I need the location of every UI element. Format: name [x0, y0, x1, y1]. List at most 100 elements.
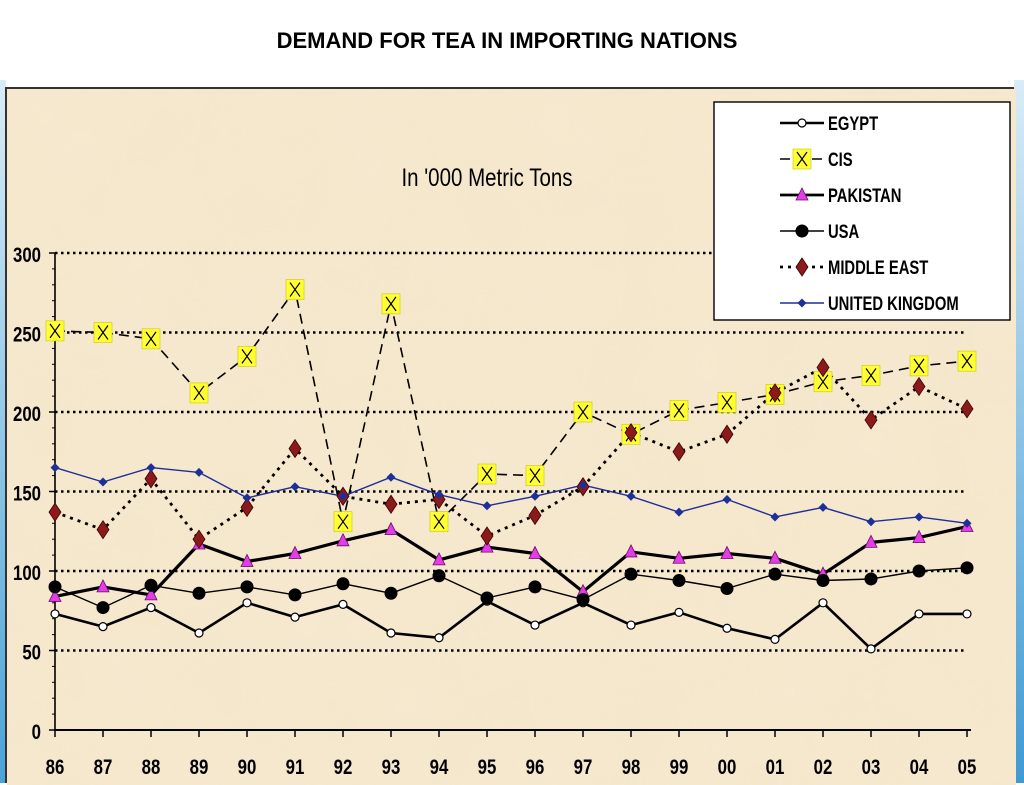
legend-label-cis: CIS: [828, 149, 853, 170]
point-pakistan: [48, 588, 62, 602]
legend-label-egypt: EGYPT: [828, 113, 879, 134]
chart-panel: 0 50 100 150 200 250 300 86 87 88 89 90 91 92 93 94 95 96…: [5, 87, 1016, 785]
marker-x: [49, 323, 61, 339]
point-cis: [141, 328, 161, 350]
point-egypt: [626, 620, 636, 630]
y-tick-label: 250: [13, 324, 41, 347]
marker-x: [289, 282, 301, 297]
marker-x: [673, 403, 685, 418]
right-decor-band: [1014, 80, 1024, 783]
y-tick-label: 50: [22, 642, 41, 665]
legend-marker-cis: [792, 148, 812, 170]
x-tick-label: 99: [670, 756, 689, 779]
point-usa: [384, 586, 398, 600]
point-usa: [288, 588, 302, 602]
x-tick-label: 03: [862, 756, 881, 779]
point-egypt: [290, 612, 300, 622]
point-cis: [237, 346, 257, 367]
point-cis: [909, 355, 929, 377]
x-tick-label: 89: [190, 756, 209, 779]
point-usa: [864, 572, 878, 586]
marker-x: [913, 358, 925, 374]
point-united-kingdom: [338, 491, 348, 501]
point-egypt: [338, 599, 348, 609]
point-united-kingdom: [530, 491, 540, 501]
point-usa: [96, 601, 110, 615]
point-pakistan: [720, 545, 734, 559]
x-tick-label: 92: [334, 756, 353, 779]
point-egypt: [194, 628, 204, 638]
point-egypt: [770, 634, 780, 644]
point-egypt: [242, 598, 252, 608]
x-tick-label: 93: [382, 756, 401, 779]
point-usa: [672, 574, 686, 588]
point-cis: [189, 382, 209, 404]
x-tick-label: 96: [526, 756, 545, 779]
point-middle-east: [672, 442, 686, 462]
x-tick-label: 86: [46, 756, 65, 779]
point-middle-east: [720, 424, 734, 444]
x-tick-label: 98: [622, 756, 641, 779]
point-usa: [144, 578, 158, 592]
point-pakistan: [528, 545, 542, 559]
x-tick-label: 87: [94, 756, 113, 779]
marker-x: [433, 514, 445, 530]
point-usa: [816, 574, 830, 588]
x-tick-label: 90: [238, 756, 257, 779]
point-united-kingdom: [674, 507, 684, 517]
point-cis: [333, 511, 353, 533]
y-tick-label: 200: [13, 403, 41, 426]
point-middle-east: [240, 497, 254, 518]
point-cis: [669, 400, 689, 421]
point-middle-east: [384, 494, 398, 514]
point-egypt: [530, 620, 540, 630]
point-usa: [192, 586, 206, 600]
left-decor-band: [0, 80, 6, 783]
x-tick-label: 02: [814, 756, 833, 779]
point-united-kingdom: [98, 477, 108, 487]
y-tick-label: 0: [32, 721, 41, 744]
point-pakistan: [480, 539, 494, 553]
point-pakistan: [864, 534, 878, 548]
point-pakistan: [432, 551, 446, 566]
marker-x: [481, 466, 493, 482]
point-united-kingdom: [434, 490, 444, 500]
series-line-pakistan: [54, 524, 968, 598]
legend-box: [713, 101, 1011, 321]
point-egypt: [386, 628, 396, 638]
point-usa: [336, 577, 350, 591]
marker-x: [865, 368, 877, 383]
point-pakistan: [144, 586, 158, 601]
point-cis: [381, 293, 401, 315]
chart-subtitle: In '000 Metric Tons: [401, 163, 572, 191]
chart-title: DEMAND FOR TEA IN IMPORTING NATIONS: [276, 28, 738, 53]
marker-x: [817, 374, 829, 390]
point-egypt: [146, 602, 156, 613]
point-usa: [960, 561, 974, 575]
point-middle-east: [96, 519, 110, 540]
legend-marker-united-kingdom: [797, 298, 807, 308]
point-middle-east: [624, 422, 638, 443]
point-middle-east: [192, 529, 206, 549]
point-middle-east: [144, 469, 158, 489]
x-tick-label: 01: [766, 756, 785, 779]
point-usa: [432, 569, 446, 583]
point-united-kingdom: [386, 472, 396, 482]
point-egypt: [98, 622, 108, 632]
point-united-kingdom: [242, 493, 252, 503]
point-egypt: [818, 598, 828, 608]
y-tick-label: 300: [13, 244, 41, 267]
point-middle-east: [528, 505, 542, 526]
series-line-usa: [54, 567, 968, 609]
point-united-kingdom: [770, 512, 780, 522]
point-usa: [480, 591, 494, 605]
point-united-kingdom: [722, 494, 732, 504]
x-tick-label: 88: [142, 756, 161, 779]
point-united-kingdom: [146, 463, 156, 473]
y-tick-label: 100: [13, 562, 41, 585]
point-pakistan: [288, 545, 302, 559]
point-united-kingdom: [914, 512, 924, 522]
x-tick-label: 04: [910, 756, 929, 779]
marker-x: [241, 349, 253, 364]
